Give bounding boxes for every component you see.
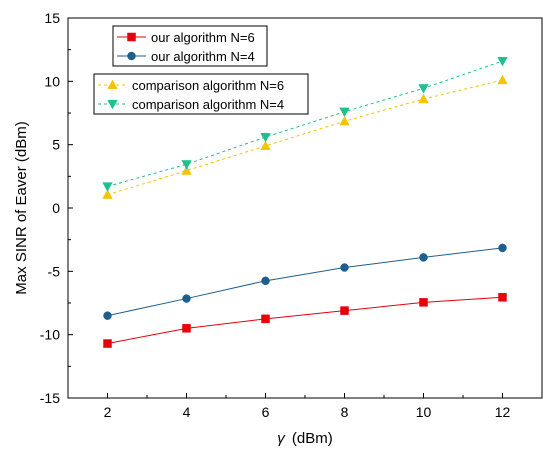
legend-box-1: our algorithm N=6 our algorithm N=4 bbox=[112, 25, 268, 67]
series-line bbox=[107, 60, 503, 187]
y-tick-label: -15 bbox=[40, 390, 60, 406]
x-tick-label: 8 bbox=[341, 404, 349, 420]
data-point bbox=[261, 276, 270, 286]
legend-label: comparison algorithm N=4 bbox=[132, 97, 284, 112]
data-point bbox=[260, 132, 271, 143]
series-line bbox=[107, 247, 503, 317]
y-tick-label: 5 bbox=[52, 137, 60, 153]
legend-frame bbox=[93, 73, 309, 115]
series-1 bbox=[103, 293, 507, 348]
data-point bbox=[419, 253, 428, 262]
y-tick-label: 15 bbox=[44, 10, 60, 26]
data-point bbox=[182, 294, 191, 303]
data-point bbox=[260, 140, 271, 151]
data-point bbox=[182, 324, 191, 333]
data-point bbox=[498, 293, 507, 302]
x-axis-title-symbol: γ bbox=[277, 430, 286, 447]
data-point bbox=[181, 160, 192, 170]
data-point bbox=[340, 306, 349, 315]
legend-box-2: comparison algorithm N=6 comparison algor… bbox=[93, 73, 309, 115]
y-tick-label: -10 bbox=[40, 327, 60, 343]
legend-marker bbox=[127, 32, 136, 42]
data-point bbox=[102, 182, 113, 192]
y-tick-label: 0 bbox=[52, 200, 60, 216]
y-tick-label: -5 bbox=[48, 263, 61, 279]
series-line bbox=[107, 79, 503, 196]
x-tick-label: 6 bbox=[262, 404, 270, 420]
y-axis-title: Max SINR of Eaver (dBm) bbox=[13, 121, 30, 294]
data-point bbox=[418, 84, 429, 94]
data-point bbox=[498, 243, 507, 253]
x-axis-title: γ (dBm) bbox=[277, 430, 333, 447]
legend-marker bbox=[127, 51, 136, 61]
data-point bbox=[497, 56, 508, 67]
legend-marker bbox=[107, 79, 118, 90]
x-tick-label: 10 bbox=[416, 404, 432, 420]
data-point bbox=[339, 107, 350, 118]
legend-label: our algorithm N=6 bbox=[151, 30, 255, 45]
x-tick-label: 4 bbox=[183, 404, 191, 420]
data-point bbox=[497, 74, 508, 85]
data-point bbox=[339, 115, 350, 126]
data-point bbox=[103, 311, 112, 320]
legend-marker bbox=[107, 99, 118, 110]
legend: our algorithm N=6 our algorithm N=4 compar… bbox=[93, 25, 309, 115]
data-point bbox=[102, 189, 113, 199]
data-point bbox=[418, 93, 429, 104]
series-4 bbox=[102, 56, 508, 192]
legend-frame bbox=[112, 25, 268, 67]
data-point bbox=[181, 165, 192, 175]
x-tick-label: 12 bbox=[495, 404, 511, 420]
series-2 bbox=[103, 243, 507, 320]
x-tick-label: 2 bbox=[104, 404, 112, 420]
series-3 bbox=[102, 74, 508, 199]
x-axis-title-unit: (dBm) bbox=[292, 430, 333, 447]
series-line bbox=[107, 296, 503, 345]
legend-label: comparison algorithm N=6 bbox=[132, 78, 284, 93]
legend-label: our algorithm N=4 bbox=[151, 49, 255, 64]
data-point bbox=[103, 339, 112, 348]
y-axis: -15 -10 -5 0 5 10 15 bbox=[40, 10, 73, 406]
series-layer bbox=[102, 56, 508, 348]
data-point bbox=[261, 314, 270, 324]
y-tick-label: 10 bbox=[44, 73, 60, 89]
data-point bbox=[419, 298, 428, 307]
x-axis: 2 4 6 8 10 12 bbox=[104, 393, 511, 420]
data-point bbox=[340, 263, 349, 272]
